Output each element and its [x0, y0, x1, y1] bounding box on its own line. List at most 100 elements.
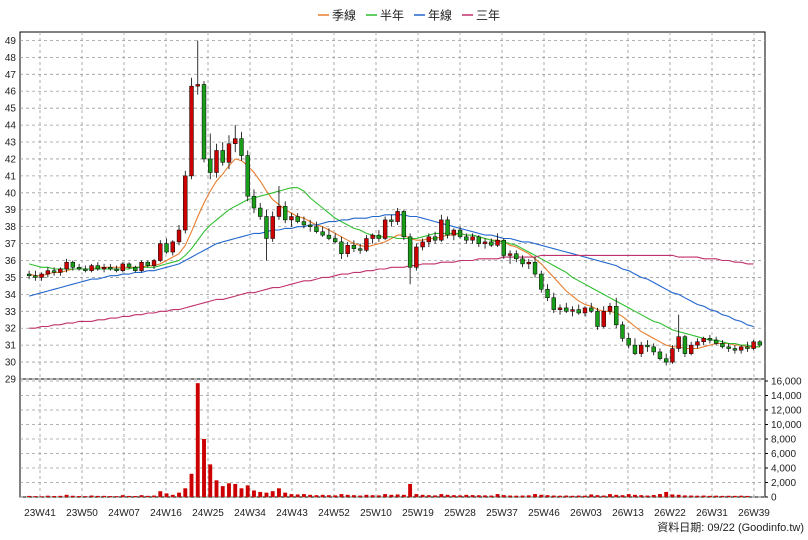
volume-bar [707, 495, 712, 497]
x-tick-label: 24W07 [108, 508, 140, 519]
candle-body [457, 229, 463, 238]
volume-bar [89, 495, 94, 497]
volume-bar [451, 495, 456, 497]
candle-body [551, 297, 556, 310]
candle-body [645, 344, 650, 348]
candle-body [270, 216, 275, 239]
candle-body [95, 265, 101, 270]
volume-tick-label: 2,000 [771, 478, 796, 489]
volume-bar [720, 495, 725, 497]
volume-bar [433, 495, 438, 497]
candle-body [489, 241, 494, 246]
volume-bar [426, 495, 431, 497]
candle-body [201, 84, 207, 160]
price-tick-label: 29 [5, 375, 17, 386]
volume-bar [401, 494, 406, 497]
candle-body [251, 195, 257, 209]
candle-body [289, 216, 294, 221]
volume-bar [508, 495, 512, 497]
volume-bar [676, 494, 681, 497]
legend-label: 季線 [332, 8, 356, 23]
legend-label: 半年 [380, 9, 404, 23]
volume-bar [533, 494, 537, 497]
volume-bar [476, 495, 481, 497]
volume-bar [564, 495, 569, 497]
x-tick-label: 23W50 [66, 508, 98, 519]
series-line-年線 [28, 214, 754, 328]
volume-bar [202, 439, 206, 497]
x-tick-label: 24W52 [318, 508, 350, 519]
candle-body [108, 267, 113, 270]
volume-bar [270, 491, 275, 497]
volume-bar [383, 494, 388, 497]
source-label: 資料日期: 09/22 (Goodinfo.tw) [657, 520, 804, 534]
volume-bar [95, 495, 100, 497]
candle-body [757, 341, 763, 346]
candle-body [214, 150, 219, 173]
volume-bar [464, 494, 469, 497]
candle-body [520, 258, 525, 265]
candle-body [664, 358, 669, 363]
price-tick-label: 40 [5, 188, 17, 199]
volume-bar [601, 495, 606, 497]
grid-lines [20, 32, 765, 498]
volume-bar [358, 495, 363, 497]
candle-body [589, 307, 594, 312]
candle-body [595, 311, 600, 327]
candle-body [239, 138, 244, 156]
volume-bar [458, 495, 463, 497]
price-tick-label: 48 [5, 53, 17, 64]
candle-body [695, 341, 700, 346]
volume-panel-frame [19, 378, 766, 498]
volume-bar [689, 495, 694, 497]
volume-bar [302, 494, 306, 497]
candle-body [83, 268, 88, 271]
volume-bar [252, 490, 256, 497]
candle-body [233, 138, 238, 144]
volume-bar [664, 491, 669, 497]
candle-body [382, 219, 388, 239]
volume-bar [314, 495, 319, 497]
candle-body [114, 268, 119, 271]
volume-bar [108, 496, 113, 497]
candle-body [514, 253, 519, 260]
volume-bar [52, 495, 57, 497]
volume-bar [682, 495, 687, 497]
volume-bar [483, 495, 487, 497]
candle-body [407, 236, 413, 268]
volume-bars [27, 383, 750, 497]
volume-bar [295, 494, 300, 497]
candle-body [620, 324, 625, 339]
price-tick-label: 49 [5, 36, 17, 47]
x-tick-label: 26W03 [570, 508, 602, 519]
candle-body [526, 261, 531, 265]
volume-bar [183, 488, 188, 497]
candle-body [751, 341, 756, 349]
candle-body [26, 273, 32, 276]
volume-bar [245, 485, 250, 497]
candle-body [607, 305, 613, 312]
volume-bar [158, 491, 163, 497]
candle-body [158, 243, 163, 261]
candle-body [176, 229, 182, 243]
candle-body [276, 206, 282, 217]
volume-bar [39, 496, 44, 497]
candle-body [101, 267, 107, 270]
candle-body [139, 261, 144, 271]
price-y-axis: 29 30 31 32 33 34 35 36 37 38 39 40 41 42 43 44 45 46 47 48… [5, 36, 17, 386]
volume-bar [583, 495, 587, 497]
candle-body [64, 261, 69, 270]
volume-bar [33, 496, 38, 497]
candle-body [126, 263, 132, 268]
volume-bar [732, 495, 737, 497]
candle-body [58, 268, 63, 273]
volume-bar [514, 495, 519, 497]
volume-tick-label: 14,000 [771, 391, 802, 402]
volume-bar [614, 494, 619, 497]
volume-bar [320, 494, 325, 497]
volume-bar [639, 495, 644, 497]
legend-label: 三年 [476, 9, 500, 23]
volume-bar [220, 486, 225, 497]
x-tick-label: 25W28 [444, 508, 476, 519]
volume-bar [370, 495, 375, 497]
